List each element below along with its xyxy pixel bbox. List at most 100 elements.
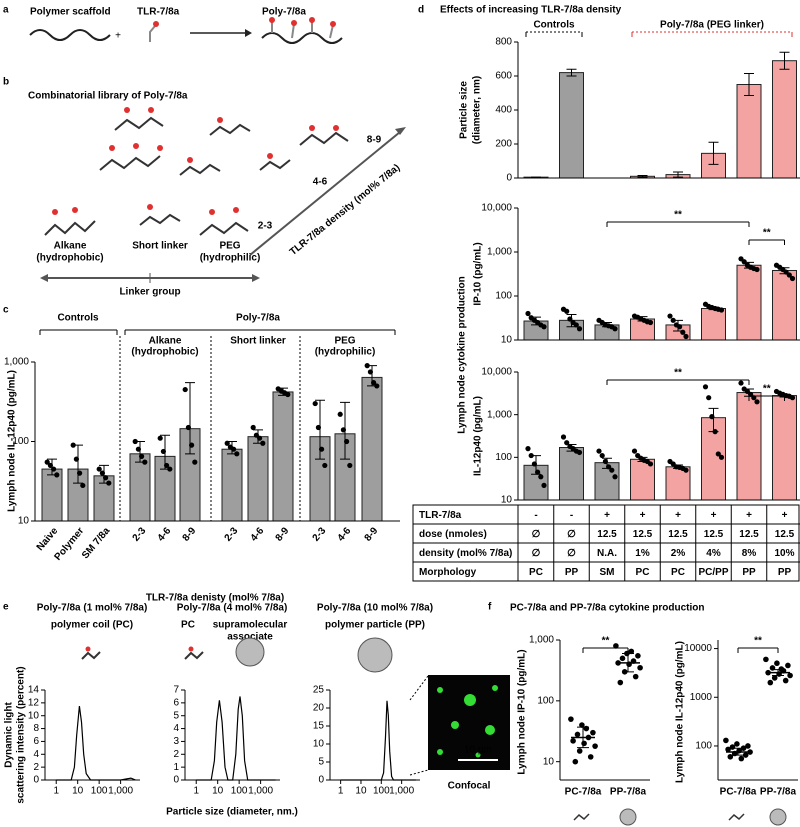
subgroup-label: (hydrophilic) xyxy=(315,347,376,358)
molecule xyxy=(209,123,251,136)
x-tick-label: SM 7/8a xyxy=(80,525,113,561)
table-cell: 12.5 xyxy=(597,529,617,540)
inset-label: Confocal xyxy=(448,781,491,792)
table-cell: PC/PP xyxy=(698,567,728,578)
data-point xyxy=(574,731,581,738)
data-point xyxy=(157,435,163,441)
annotation: ** xyxy=(754,636,762,647)
data-point xyxy=(635,652,641,659)
data-point xyxy=(677,324,683,330)
data-point xyxy=(767,679,774,686)
pp-icon xyxy=(769,808,787,826)
bar xyxy=(701,307,726,341)
table-cell: 12.5 xyxy=(668,529,688,540)
table-cell: - xyxy=(534,510,537,521)
error-bar xyxy=(708,141,719,165)
data-point xyxy=(785,662,791,669)
linker-label: Short linker xyxy=(132,241,188,252)
x-tick-label: 8-9 xyxy=(363,525,381,543)
data-point xyxy=(47,462,54,469)
polymer-icon xyxy=(29,29,111,41)
molecule xyxy=(139,213,181,226)
data-point xyxy=(103,475,109,481)
x-tick-label: 1 xyxy=(193,786,199,797)
molecule xyxy=(44,220,96,236)
data-point xyxy=(725,746,731,753)
bar xyxy=(559,447,584,501)
panel-letter: a xyxy=(3,5,9,16)
bar xyxy=(361,376,383,522)
library-icons xyxy=(44,116,349,236)
data-point xyxy=(702,384,709,390)
annotation: ** xyxy=(674,368,682,379)
table-cell: Morphology xyxy=(419,567,477,578)
x-tick-label: 4-6 xyxy=(156,525,174,543)
x-tick-label: PP-7/8a xyxy=(610,787,647,798)
y-tick-label: 15 xyxy=(313,721,325,732)
y-tick-label: 100 xyxy=(12,436,29,447)
data-point xyxy=(647,319,654,326)
data-point xyxy=(535,469,541,475)
density-level: 8-9 xyxy=(367,135,382,146)
data-point xyxy=(742,752,749,758)
data-point xyxy=(525,446,531,452)
y-tick-label: 5 xyxy=(318,757,324,768)
table-cell: 12.5 xyxy=(739,529,759,540)
y-tick-label: 600 xyxy=(495,71,512,82)
y-tick-label: 100 xyxy=(495,291,512,302)
pc-icon xyxy=(85,646,91,652)
data-point xyxy=(609,467,615,473)
data-point xyxy=(683,467,689,473)
dot xyxy=(52,209,58,215)
annotation: ** xyxy=(763,228,771,239)
poly-icon xyxy=(269,17,275,23)
annotation: Poly-7/8a (PEG linker) xyxy=(660,20,764,31)
pc-icon xyxy=(188,646,194,652)
data-point xyxy=(596,448,602,454)
data-point xyxy=(786,272,792,278)
panel-title: Effects of increasing TLR-7/8a density xyxy=(440,5,622,16)
table-cell: 4% xyxy=(706,548,721,559)
poly-icon xyxy=(309,17,315,23)
molecule xyxy=(259,159,291,171)
y-tick-label: 0 xyxy=(318,775,324,786)
table-cell: + xyxy=(746,510,752,521)
table-cell: PP xyxy=(565,567,579,578)
error-bar xyxy=(744,72,754,97)
poly-icon xyxy=(271,21,334,39)
data-point xyxy=(734,741,740,747)
x-tick-label: PC-7/8a xyxy=(720,787,757,798)
x-tick-label: 1,000 xyxy=(389,786,414,797)
label: TLR-7/8a xyxy=(137,7,180,18)
table-cell: density (mol% 7/8a) xyxy=(419,548,512,559)
y-tick-label: 4 xyxy=(173,723,179,734)
data-point xyxy=(99,470,105,476)
dls-curve xyxy=(196,696,276,781)
y-tick-label: 0 xyxy=(33,775,39,786)
data-point xyxy=(632,673,639,680)
chart-subtitle: polymer particle (PP) xyxy=(325,620,425,631)
table-cell: PP xyxy=(742,567,756,578)
data-point xyxy=(347,462,353,469)
y-tick-label: 2 xyxy=(33,762,39,773)
bar xyxy=(559,72,584,179)
poly-icon xyxy=(261,32,343,44)
data-point xyxy=(741,259,747,265)
data-point xyxy=(570,738,576,744)
data-point xyxy=(564,308,570,314)
subgroup-label: Short linker xyxy=(230,336,286,347)
dot xyxy=(333,125,339,131)
table-cell: PP xyxy=(778,567,792,578)
y-tick-label: 800 xyxy=(495,37,512,48)
annotation: ** xyxy=(602,636,610,647)
data-point xyxy=(782,677,789,684)
data-point xyxy=(160,448,166,455)
table-cell: SM xyxy=(600,567,615,578)
dot xyxy=(72,207,78,213)
panel-letter: b xyxy=(3,77,9,88)
data-point xyxy=(250,424,256,431)
data-point xyxy=(80,482,86,489)
data-point xyxy=(599,452,605,459)
x-tick-label: PC-7/8a xyxy=(565,787,602,798)
confocal-particle xyxy=(475,752,481,758)
